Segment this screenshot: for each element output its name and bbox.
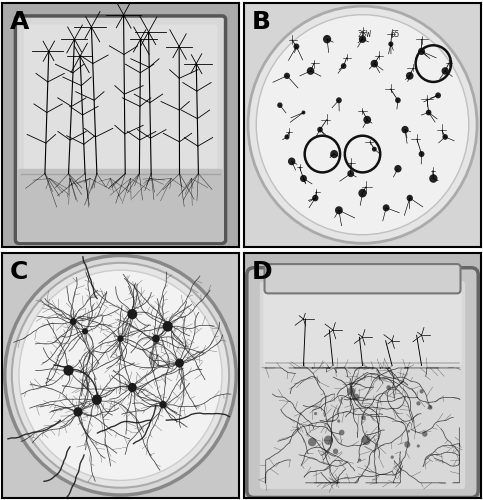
Circle shape (386, 385, 391, 390)
Circle shape (314, 412, 317, 415)
Circle shape (394, 165, 401, 172)
Text: 2SW: 2SW (358, 30, 372, 38)
Circle shape (395, 98, 401, 103)
Circle shape (335, 206, 343, 214)
Circle shape (442, 134, 448, 140)
FancyBboxPatch shape (18, 168, 223, 242)
FancyBboxPatch shape (24, 24, 217, 237)
Circle shape (441, 67, 449, 74)
Circle shape (12, 263, 229, 488)
Circle shape (406, 72, 413, 80)
Circle shape (337, 420, 341, 422)
Circle shape (63, 365, 73, 376)
Circle shape (152, 334, 160, 342)
Text: 65: 65 (391, 30, 400, 38)
Circle shape (358, 189, 367, 198)
FancyBboxPatch shape (265, 264, 460, 294)
Circle shape (426, 110, 431, 116)
Text: A: A (10, 10, 29, 34)
Circle shape (417, 444, 420, 448)
Circle shape (323, 35, 331, 43)
Circle shape (301, 110, 305, 114)
Circle shape (336, 98, 342, 103)
Circle shape (416, 401, 421, 406)
Circle shape (330, 150, 338, 158)
Circle shape (324, 436, 333, 445)
Circle shape (420, 389, 424, 394)
FancyBboxPatch shape (2, 2, 239, 247)
Circle shape (404, 442, 411, 448)
Circle shape (128, 309, 137, 320)
Circle shape (5, 256, 236, 495)
Circle shape (361, 415, 366, 420)
Circle shape (333, 448, 338, 454)
Circle shape (422, 431, 427, 436)
FancyBboxPatch shape (15, 16, 226, 243)
Circle shape (117, 336, 124, 342)
Circle shape (341, 63, 346, 69)
Circle shape (358, 458, 361, 462)
Circle shape (407, 430, 410, 432)
Circle shape (308, 438, 316, 446)
Circle shape (70, 318, 77, 325)
FancyBboxPatch shape (260, 281, 465, 489)
Circle shape (288, 158, 296, 165)
Circle shape (300, 175, 307, 182)
FancyBboxPatch shape (247, 268, 478, 498)
Circle shape (391, 456, 394, 459)
Circle shape (175, 358, 184, 368)
Text: C: C (10, 260, 28, 284)
Circle shape (435, 92, 441, 98)
Circle shape (294, 44, 299, 50)
Circle shape (159, 401, 167, 408)
Circle shape (317, 126, 323, 132)
Circle shape (383, 204, 390, 212)
Circle shape (248, 6, 477, 244)
Circle shape (307, 67, 314, 75)
Text: B: B (252, 10, 270, 34)
Circle shape (128, 383, 137, 392)
Circle shape (429, 174, 438, 183)
Circle shape (284, 134, 289, 140)
FancyBboxPatch shape (263, 282, 462, 366)
Circle shape (256, 14, 469, 234)
Circle shape (339, 430, 344, 436)
Circle shape (428, 405, 432, 409)
Circle shape (347, 170, 354, 177)
Circle shape (407, 195, 413, 202)
Circle shape (277, 102, 283, 108)
Circle shape (163, 321, 173, 332)
Circle shape (82, 328, 88, 334)
Circle shape (419, 151, 425, 157)
Circle shape (418, 48, 425, 55)
Circle shape (284, 72, 290, 79)
Circle shape (363, 116, 371, 124)
Circle shape (359, 36, 366, 43)
Circle shape (362, 436, 370, 445)
Circle shape (353, 394, 359, 401)
Circle shape (312, 195, 318, 202)
Circle shape (19, 270, 222, 480)
Circle shape (92, 394, 102, 405)
Circle shape (370, 60, 378, 68)
Circle shape (372, 146, 377, 152)
Circle shape (388, 42, 394, 46)
Circle shape (73, 407, 83, 416)
Circle shape (347, 387, 355, 396)
Circle shape (401, 126, 409, 134)
Text: D: D (252, 260, 272, 284)
